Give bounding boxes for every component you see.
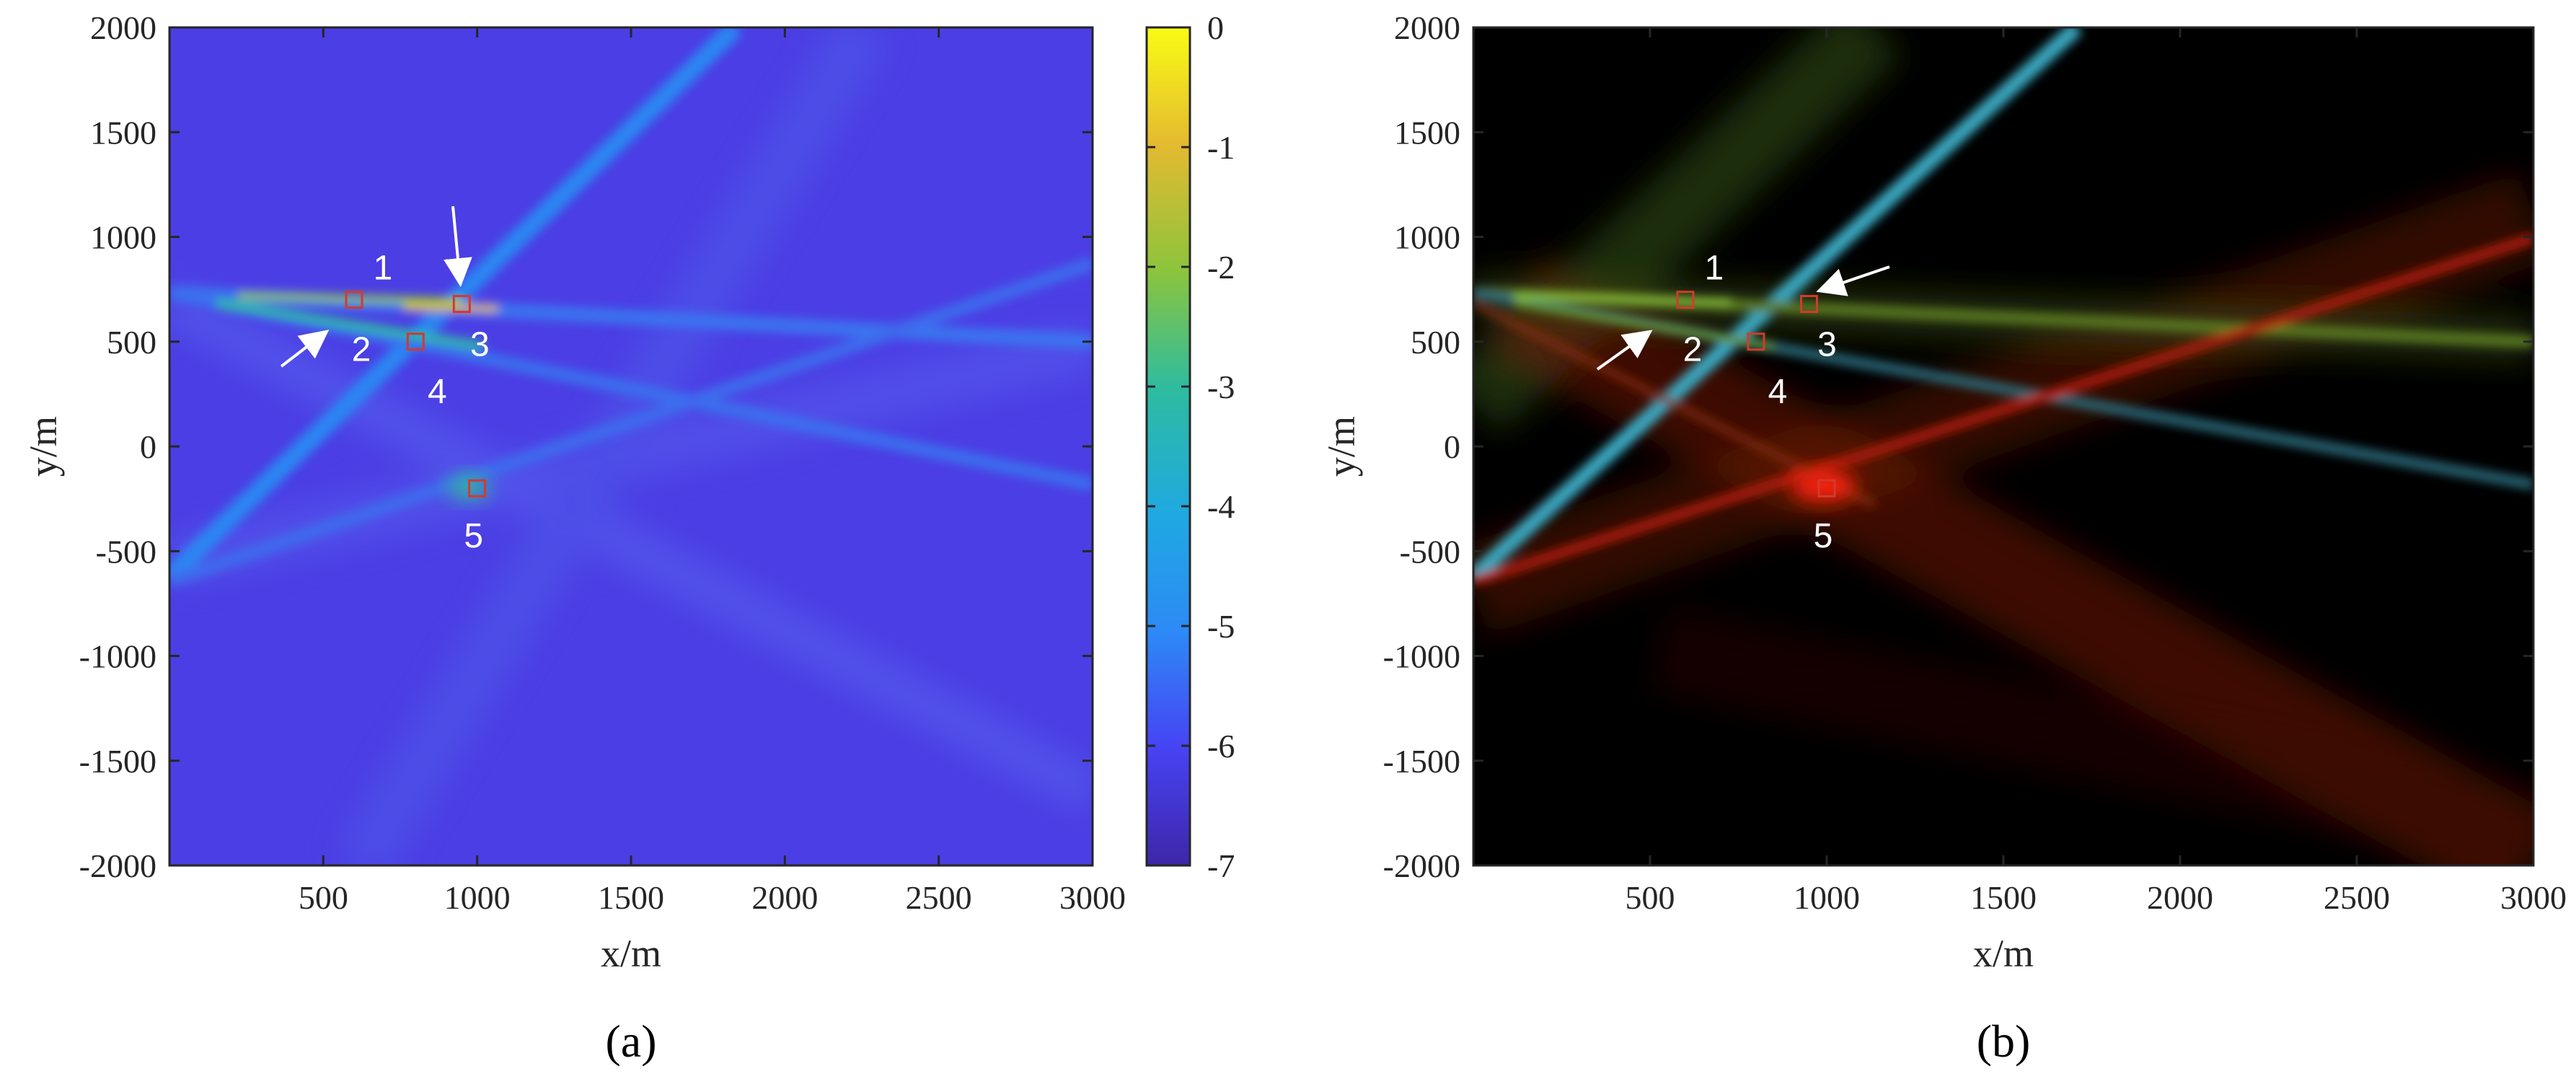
y-tick-label-b: -1000 [1383, 638, 1460, 675]
marker-square-b [1817, 479, 1836, 498]
markers-b: 1 2 34 5 [1676, 250, 1837, 555]
marker-square-a [345, 291, 363, 309]
colorbar-tick-label: -7 [1207, 847, 1235, 884]
y-tick-label-b: 500 [1411, 324, 1460, 361]
y-tick-label-a: 1500 [90, 114, 156, 151]
marker-label-a-3: 3 [470, 325, 490, 363]
x-tick-label-a: 1000 [444, 879, 511, 916]
heatmap-a-image [169, 27, 1093, 865]
y-tick-label-b: -500 [1400, 533, 1460, 570]
marker-label-b-3: 3 [1817, 325, 1837, 363]
marker-label-a-5: 5 [464, 517, 483, 555]
ticks-a: 500 1000 1500 2000 2500 3000 2000 1500 1000 500 0 -… [79, 9, 1126, 916]
marker-square-a [452, 294, 471, 313]
marker-square-a [468, 479, 487, 498]
y-tick-label-a: -1500 [79, 743, 156, 780]
marker-square-b [1676, 291, 1695, 309]
panel-label-b: (b) [1977, 1015, 2031, 1067]
colorbar-tick-label: 0 [1207, 9, 1224, 46]
y-tick-label-b: 0 [1444, 428, 1460, 465]
marker-label-b-1: 1 [1705, 250, 1724, 288]
x-tick-label-a: 500 [299, 879, 348, 916]
y-tick-label-a: 500 [107, 324, 156, 361]
y-tick-label-a: -1000 [79, 638, 156, 675]
panel-a: 500 1000 1500 2000 2500 3000 2000 1500 1000 500 0 -… [22, 9, 1235, 1067]
heatmap-a-bands [169, 27, 1093, 588]
x-tick-label-b: 2000 [2147, 879, 2213, 916]
heatmap-b-hotspot-5 [1790, 470, 1856, 501]
colorbar-tick-label: -5 [1207, 608, 1235, 645]
ticks-b: 500 1000 1500 2000 2500 3000 2000 1500 1000 500 0 -… [1383, 9, 2567, 916]
marker-label-b-4: 4 [1768, 373, 1788, 411]
marker-label-a-4: 4 [428, 373, 447, 411]
x-tick-label-b: 3000 [2500, 879, 2567, 916]
arrow-a-2 [280, 330, 330, 368]
y-tick-label-a: -2000 [79, 847, 156, 884]
colorbar-ticks: 0 -1 -2 -3 -4 -5 -6 -7 [1147, 9, 1235, 884]
y-tick-label-a: 0 [140, 428, 156, 465]
y-tick-label-b: 2000 [1394, 9, 1460, 46]
markers-a: 1 2 34 5 [345, 250, 490, 555]
x-tick-label-a: 1500 [598, 879, 664, 916]
arrow-b-3 [1816, 265, 1890, 296]
y-tick-label-b: -2000 [1383, 847, 1460, 884]
marker-label-a-1: 1 [374, 250, 393, 288]
marker-label-b-2: 2 [1683, 331, 1703, 369]
colorbar-tick-label: -1 [1207, 129, 1235, 166]
panel-label-a: (a) [605, 1015, 656, 1067]
colorbar-tick-label: -3 [1207, 369, 1235, 405]
y-tick-label-a: -500 [96, 533, 156, 570]
y-tick-label-a: 2000 [90, 9, 156, 46]
x-tick-label-b: 2500 [2324, 879, 2390, 916]
colorbar-tick-label: -4 [1207, 488, 1235, 525]
y-tick-label-a: 1000 [90, 219, 156, 256]
marker-label-a-2: 2 [352, 331, 371, 369]
colorbar [1145, 26, 1191, 867]
x-tick-label-b: 1000 [1794, 879, 1860, 916]
x-tick-label-b: 500 [1626, 879, 1675, 916]
heatmap-b-bands [1473, 27, 2533, 586]
x-axis-label-a: x/m [601, 932, 661, 975]
y-tick-label-b: 1500 [1394, 114, 1460, 151]
arrow-a-3 [444, 206, 472, 287]
x-tick-label-a: 2500 [906, 879, 972, 916]
marker-label-b-5: 5 [1814, 517, 1833, 555]
y-tick-label-b: 1000 [1394, 219, 1460, 256]
marker-square-b [1747, 332, 1765, 351]
marker-square-a [406, 332, 425, 351]
y-axis-label-b: y/m [1320, 416, 1363, 477]
x-tick-label-b: 1500 [1970, 879, 2037, 916]
x-tick-label-a: 2000 [751, 879, 818, 916]
arrow-b-2 [1596, 330, 1653, 371]
marker-square-b [1800, 294, 1818, 313]
panel-b: 500 1000 1500 2000 2500 3000 2000 1500 1000 500 0 -… [1320, 9, 2567, 1067]
x-axis-label-b: x/m [1973, 932, 2034, 975]
colorbar-tick-label: -6 [1207, 728, 1235, 764]
y-axis-label-a: y/m [22, 416, 65, 477]
y-tick-label-b: -1500 [1383, 743, 1460, 780]
colorbar-tick-label: -2 [1207, 249, 1235, 286]
heatmap-b-image [1473, 27, 2533, 865]
x-tick-label-a: 3000 [1059, 879, 1126, 916]
